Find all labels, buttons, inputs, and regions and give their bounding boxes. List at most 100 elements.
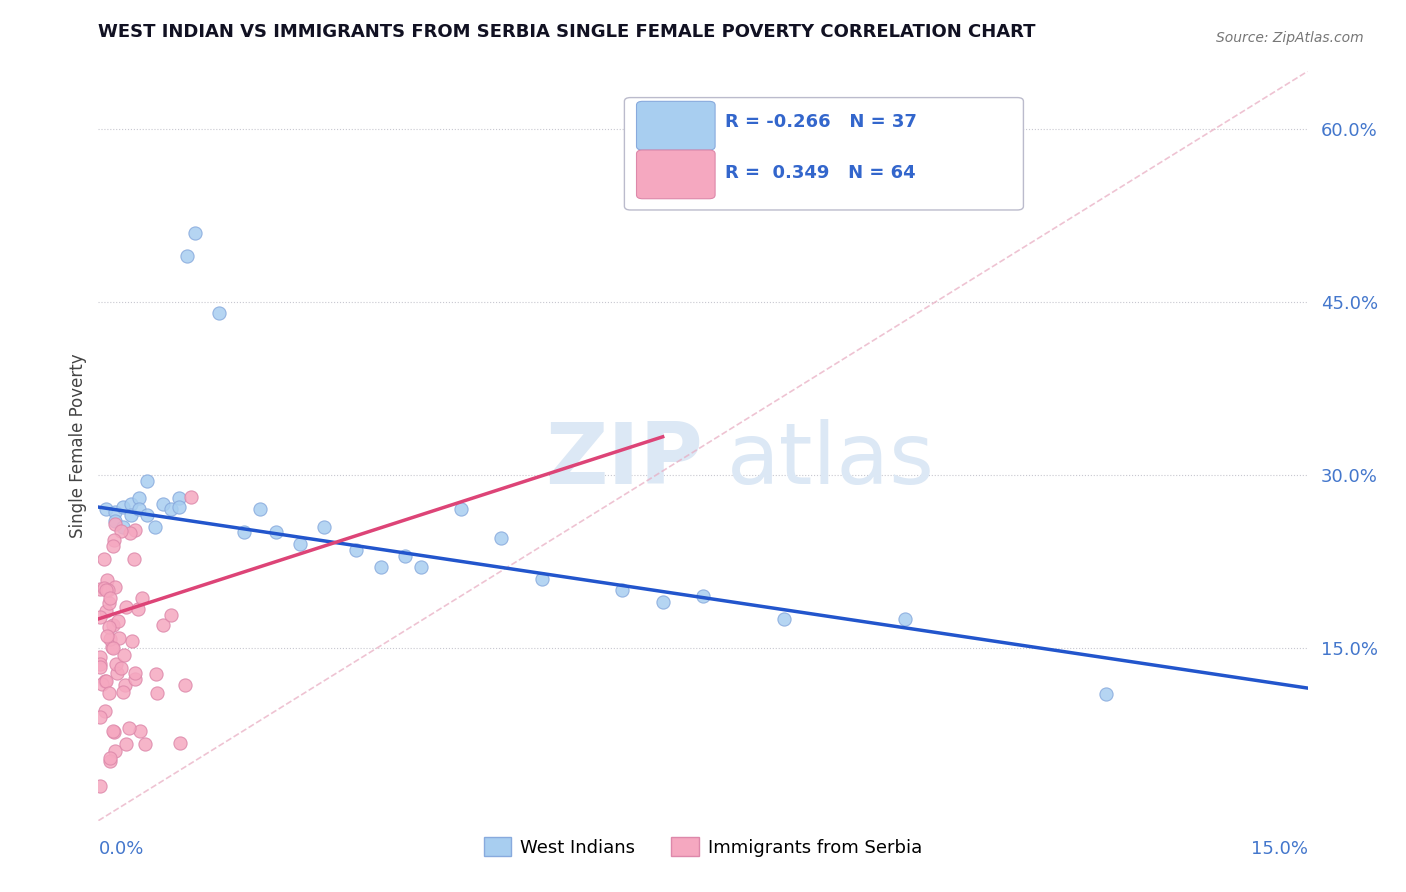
Point	[131, 591, 153, 605]
Point	[101, 539, 124, 553]
Text: R =  0.349   N = 64: R = 0.349 N = 64	[724, 163, 915, 181]
Point	[101, 723, 124, 738]
Point	[89, 660, 111, 674]
Point	[93, 552, 115, 566]
Point	[90, 676, 112, 690]
Point	[409, 560, 432, 574]
Point	[101, 640, 124, 654]
Point	[160, 608, 183, 623]
Point	[180, 490, 202, 504]
Point	[129, 723, 152, 738]
Point	[103, 514, 125, 528]
Point	[111, 519, 134, 533]
Point	[97, 620, 120, 634]
Text: WEST INDIAN VS IMMIGRANTS FROM SERBIA SINGLE FEMALE POVERTY CORRELATION CHART: WEST INDIAN VS IMMIGRANTS FROM SERBIA SI…	[98, 23, 1036, 41]
Point	[612, 583, 634, 598]
Point	[167, 500, 190, 514]
Point	[121, 633, 143, 648]
Point	[108, 631, 131, 645]
Point	[184, 226, 207, 240]
Point	[120, 497, 142, 511]
Point	[96, 582, 118, 597]
Point	[96, 583, 118, 598]
Point	[103, 533, 125, 548]
Point	[692, 589, 714, 603]
Point	[110, 524, 132, 538]
Point	[96, 629, 118, 643]
Point	[89, 650, 111, 665]
Point	[98, 591, 121, 605]
Point	[208, 306, 231, 320]
Point	[651, 594, 673, 608]
Point	[124, 672, 146, 686]
Point	[96, 573, 118, 587]
Point	[232, 525, 254, 540]
Point	[94, 674, 117, 689]
Point	[112, 648, 135, 662]
Y-axis label: Single Female Poverty: Single Female Poverty	[69, 354, 87, 538]
Point	[98, 596, 121, 610]
Point	[104, 580, 127, 594]
Text: 15.0%: 15.0%	[1250, 840, 1308, 858]
Text: R = -0.266   N = 37: R = -0.266 N = 37	[724, 113, 917, 131]
Point	[112, 684, 135, 698]
Point	[135, 508, 157, 523]
Point	[450, 502, 472, 516]
Text: 0.0%: 0.0%	[98, 840, 143, 858]
Point	[128, 502, 150, 516]
FancyBboxPatch shape	[637, 150, 716, 199]
Point	[167, 491, 190, 505]
FancyBboxPatch shape	[624, 97, 1024, 210]
Point	[89, 710, 111, 724]
Point	[134, 737, 156, 751]
Point	[127, 601, 149, 615]
Point	[103, 725, 125, 739]
Point	[1095, 687, 1118, 701]
Point	[104, 744, 127, 758]
Point	[114, 678, 136, 692]
Point	[169, 736, 191, 750]
Point	[118, 526, 141, 541]
Point	[103, 505, 125, 519]
Point	[107, 614, 129, 628]
Point	[530, 572, 553, 586]
Point	[176, 249, 198, 263]
Point	[89, 609, 111, 624]
Point	[152, 497, 174, 511]
Point	[89, 582, 111, 596]
Point	[111, 500, 134, 514]
Point	[160, 502, 183, 516]
Point	[118, 722, 141, 736]
Text: Source: ZipAtlas.com: Source: ZipAtlas.com	[1216, 31, 1364, 45]
Point	[143, 519, 166, 533]
Point	[94, 673, 117, 688]
Point	[115, 600, 138, 615]
Point	[122, 552, 145, 566]
Point	[124, 665, 146, 680]
Point	[120, 508, 142, 523]
Point	[98, 751, 121, 765]
Point	[105, 657, 128, 671]
Point	[94, 604, 117, 618]
Legend: West Indians, Immigrants from Serbia: West Indians, Immigrants from Serbia	[477, 830, 929, 864]
Point	[893, 612, 915, 626]
Point	[394, 549, 416, 563]
Text: ZIP: ZIP	[546, 419, 703, 502]
Point	[98, 632, 121, 646]
Point	[152, 618, 174, 632]
Point	[174, 678, 197, 692]
Point	[370, 560, 392, 574]
Point	[124, 523, 146, 537]
Point	[344, 542, 367, 557]
Point	[93, 581, 115, 595]
Point	[264, 525, 287, 540]
Point	[145, 666, 167, 681]
Point	[145, 686, 167, 700]
Point	[89, 657, 111, 671]
Point	[101, 618, 124, 632]
Point	[89, 779, 111, 793]
Point	[772, 612, 794, 626]
Point	[96, 502, 118, 516]
Point	[110, 660, 132, 674]
Point	[103, 641, 125, 656]
